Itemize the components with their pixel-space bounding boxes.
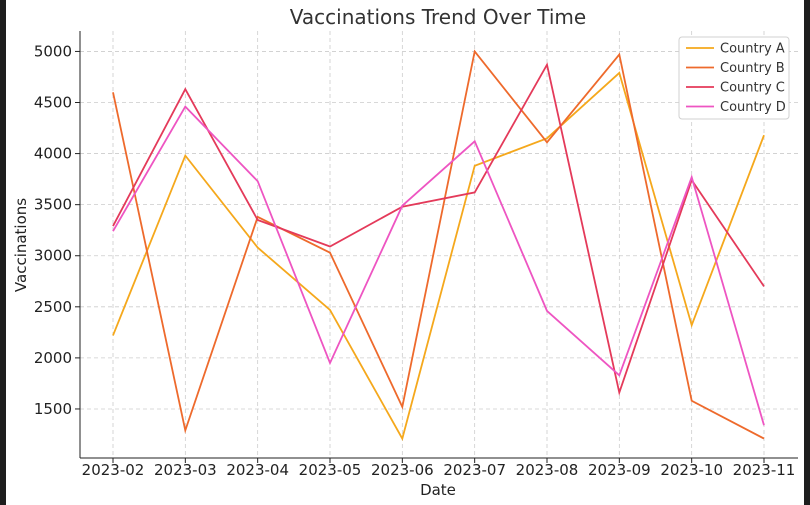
x-tick-label: 2023-06 [371,461,434,479]
y-tick-label: 3000 [34,247,72,265]
series-lines [112,49,765,441]
legend-label-country-b: Country B [720,61,785,76]
line-chart: 2023-02 2023-03 2023-04 2023-05 2023-06 2023-… [12,5,798,499]
series-line-country-c [112,62,765,396]
y-axis-title: Vaccinations [12,198,30,292]
y-tick-label: 3500 [34,196,72,214]
legend-box [678,36,790,120]
x-tick-label: 2023-09 [588,461,651,479]
y-tick-label: 2000 [34,349,72,367]
x-tick-label: 2023-03 [154,461,217,479]
legend-label-country-d: Country D [720,100,786,115]
x-tick-label: 2023-04 [226,461,289,479]
legend-label-country-a: Country A [720,42,785,57]
y-tick-label: 4000 [34,145,72,163]
x-tick-label: 2023-02 [82,461,145,479]
x-tick-labels: 2023-02 2023-03 2023-04 2023-05 2023-06 2023-… [82,458,796,479]
legend-label-country-c: Country C [720,81,785,96]
x-tick-label: 2023-11 [733,461,796,479]
series-line-country-b [112,49,765,440]
x-axis-title: Date [420,481,456,499]
y-tick-label: 4500 [34,94,72,112]
x-tick-label: 2023-10 [660,461,723,479]
series-line-country-d [112,105,765,426]
y-tick-label: 2500 [34,298,72,316]
x-tick-label: 2023-08 [516,461,579,479]
chart-panel: 2023-02 2023-03 2023-04 2023-05 2023-06 2023-… [6,0,804,505]
y-tick-label: 1500 [34,400,72,418]
series-line-country-a [112,71,765,441]
y-tick-label: 5000 [34,42,72,60]
y-tick-labels: 1500 2000 2500 3000 3500 4000 4500 5000 [34,42,80,418]
x-tick-label: 2023-07 [443,461,506,479]
legend: Country A Country B Country C Country D [678,36,790,120]
chart-title: Vaccinations Trend Over Time [290,5,586,29]
x-tick-label: 2023-05 [299,461,362,479]
